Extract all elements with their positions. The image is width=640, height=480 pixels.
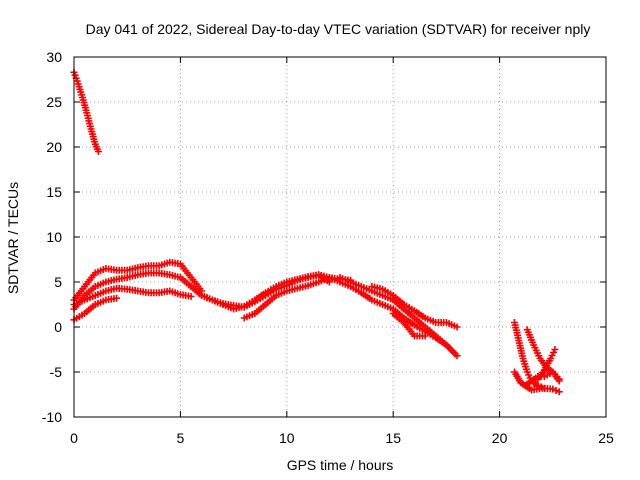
x-tick-label: 0 xyxy=(70,430,78,446)
y-tick-label: 0 xyxy=(54,319,62,335)
data-point xyxy=(421,332,429,340)
series-track-5 xyxy=(70,294,121,324)
series-track-17 xyxy=(521,368,563,389)
x-axis-label: GPS time / hours xyxy=(287,457,394,473)
x-tick-label: 15 xyxy=(385,430,401,446)
data-point xyxy=(551,346,559,353)
series-track-1 xyxy=(70,68,102,155)
data-point xyxy=(453,323,461,331)
data-point xyxy=(453,352,461,360)
series-track-3 xyxy=(70,258,206,304)
y-tick-label: 10 xyxy=(46,229,62,245)
chart-title: Day 041 of 2022, Sidereal Day-to-day VTE… xyxy=(86,21,591,37)
y-tick-label: 25 xyxy=(46,94,62,110)
data-point xyxy=(549,385,557,393)
series-track-4 xyxy=(70,284,195,308)
data-point xyxy=(555,388,563,396)
y-tick-label: 15 xyxy=(46,184,62,200)
axis-ticks: 0 5 10 15 20 25 -10 -5 0 5 10 15 20 25 30 xyxy=(42,49,614,446)
x-tick-label: 10 xyxy=(279,430,295,446)
y-tick-label: 5 xyxy=(54,274,62,290)
data-point xyxy=(187,292,195,300)
x-tick-label: 20 xyxy=(492,430,508,446)
y-tick-label: 30 xyxy=(46,49,62,65)
data-point xyxy=(113,294,121,302)
grid-lines xyxy=(74,57,606,417)
x-tick-label: 25 xyxy=(598,430,614,446)
y-tick-label: -10 xyxy=(42,409,62,425)
series-track-12 xyxy=(389,310,429,340)
data-point xyxy=(552,386,560,394)
y-tick-label: -5 xyxy=(50,364,63,380)
series-track-15 xyxy=(510,368,563,396)
y-tick-label: 20 xyxy=(46,139,62,155)
data-point xyxy=(94,148,102,155)
series-track-11 xyxy=(368,283,461,331)
data-points xyxy=(70,68,563,396)
data-point xyxy=(555,377,563,385)
series-track-10 xyxy=(336,274,461,360)
series-track-7 xyxy=(198,271,333,311)
x-tick-label: 5 xyxy=(177,430,185,446)
y-axis-label: SDTVAR / TECUs xyxy=(5,182,21,294)
